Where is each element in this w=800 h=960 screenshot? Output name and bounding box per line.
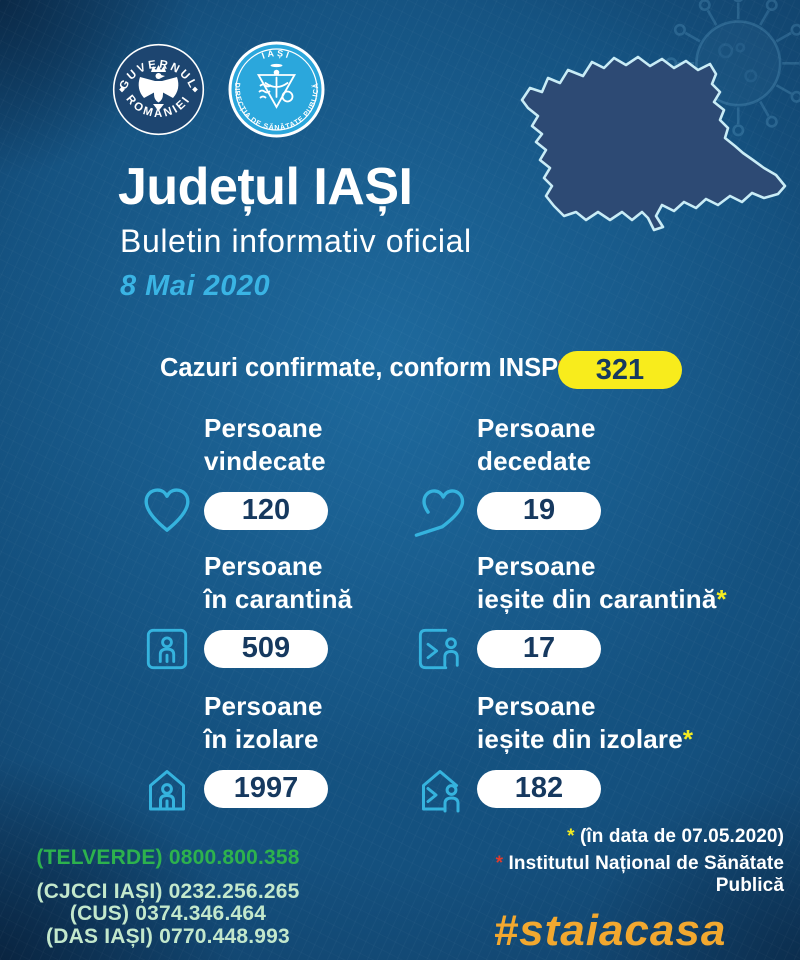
hotline-telverde: (TELVERDE) 0800.800.358: [36, 846, 300, 869]
flatline-heart-icon: [413, 484, 467, 538]
stat-isolated: Persoane în izolare 1997: [140, 690, 485, 816]
stat-recovered: Persoane vindecate 120: [140, 412, 485, 538]
person-in-isolation-icon: [140, 762, 194, 816]
stat-label: Persoane decedate: [477, 413, 596, 477]
dsp-logo-arc-top: IAȘI: [260, 48, 290, 61]
hotline-cus: (CUS) 0374.346.464: [69, 902, 267, 926]
person-in-quarantine-icon: [140, 622, 194, 676]
dsp-emblem-icon: [256, 63, 297, 109]
eagle-coat-of-arms-icon: [138, 65, 179, 111]
stat-label: Persoane în izolare: [204, 691, 323, 755]
stat-value-pill: 19: [477, 491, 601, 530]
stay-home-hashtag: #staiacasa: [493, 906, 727, 955]
stat-value-pill: 17: [477, 629, 601, 668]
yellow-asterisk: *: [716, 584, 727, 615]
page-subtitle: Buletin informativ oficial: [120, 222, 472, 259]
stat-label: Persoane vindecate: [204, 413, 326, 477]
stat-label: Persoane ieșite din izolare*: [477, 691, 694, 755]
hotlines-block: (TELVERDE) 0800.800.358 (CJCCI IAȘI) 023…: [18, 846, 318, 948]
header-logos: GUVERNUL ROMÂNIEI IAȘI: [112, 40, 326, 139]
yellow-asterisk: *: [682, 724, 694, 755]
dsp-iasi-logo: IAȘI DIRECȚIA DE SĂNĂTATE PUBLICĂ: [228, 41, 325, 138]
heart-icon: [140, 484, 194, 538]
stat-exited-isolation: Persoane ieșite din izolare* 182: [413, 690, 758, 816]
red-asterisk: *: [495, 853, 504, 874]
stat-exited-quarantine: Persoane ieșite din carantină* 17: [413, 550, 758, 676]
confirmed-cases-text: Cazuri confirmate, conform INSP: [160, 354, 559, 382]
confirmed-cases-label: Cazuri confirmate, conform INSP*: [160, 354, 568, 383]
yellow-asterisk: *: [567, 826, 575, 847]
footnotes-block: * (în data de 07.05.2020) * Institutul N…: [436, 826, 784, 960]
government-of-romania-logo: GUVERNUL ROMÂNIEI: [112, 43, 205, 136]
stat-quarantined: Persoane în carantină 509: [140, 550, 485, 676]
stat-value-pill: 509: [204, 629, 328, 668]
iasi-county-map: [520, 55, 787, 232]
insp-footnote: * Institutul Național de Sănătate Public…: [495, 853, 784, 896]
title-block: Județul IAȘI Buletin informativ oficial …: [118, 160, 472, 303]
confirmed-cases-value: 321: [595, 353, 645, 386]
stat-value-pill: 182: [477, 769, 601, 808]
person-exit-isolation-icon: [413, 762, 467, 816]
page-title: Județul IAȘI: [118, 158, 413, 216]
stat-deceased: Persoane decedate 19: [413, 412, 758, 538]
stat-value-pill: 120: [204, 491, 328, 530]
hotline-cjcci: (CJCCI IAȘI) 0232.256.265: [36, 880, 300, 903]
stat-value-pill: 1997: [204, 769, 328, 808]
hotline-das: (DAS IAȘI) 0770.448.993: [46, 924, 290, 948]
stat-label: Persoane ieșite din carantină*: [477, 551, 727, 615]
person-exit-quarantine-icon: [413, 622, 467, 676]
date-footnote: * (în data de 07.05.2020): [567, 826, 784, 847]
confirmed-cases-value-pill: 321: [558, 351, 682, 389]
svg-text:IAȘI: IAȘI: [260, 48, 292, 61]
bulletin-date: 8 Mai 2020: [120, 269, 271, 302]
stat-label: Persoane în carantină: [204, 551, 353, 615]
